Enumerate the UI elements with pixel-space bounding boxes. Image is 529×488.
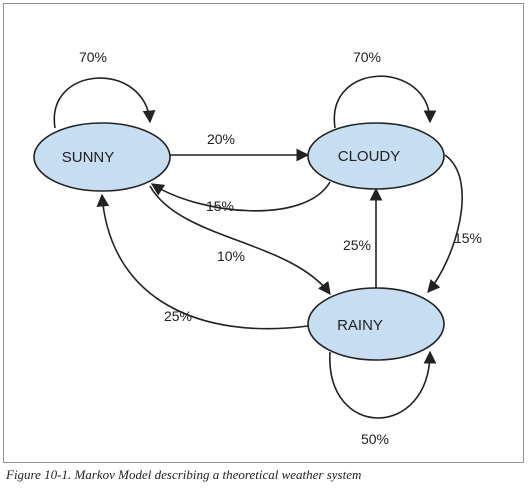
edge-label-cloudy-sunny: 15% bbox=[206, 198, 234, 214]
edge-sunny-sunny bbox=[53, 77, 156, 129]
node-sunny-label: SUNNY bbox=[62, 149, 115, 166]
edge-label-sunny-cloudy: 20% bbox=[207, 131, 235, 147]
edge-rainy-rainy bbox=[329, 350, 437, 419]
node-rainy: RAINY bbox=[307, 287, 445, 361]
figure-caption: Figure 10-1. Markov Model describing a t… bbox=[6, 467, 362, 482]
node-cloudy: CLOUDY bbox=[307, 122, 445, 190]
node-cloudy-label: CLOUDY bbox=[338, 148, 401, 165]
edge-label-rainy-cloudy: 25% bbox=[343, 237, 371, 253]
node-sunny: SUNNY bbox=[33, 122, 171, 192]
edge-label-sunny-sunny: 70% bbox=[79, 49, 107, 65]
edge-cloudy-sunny bbox=[150, 181, 331, 212]
edge-label-cloudy-rainy: 15% bbox=[454, 230, 482, 246]
edge-rainy-sunny bbox=[96, 193, 309, 330]
edge-label-rainy-sunny: 25% bbox=[164, 308, 192, 324]
edge-cloudy-rainy bbox=[427, 154, 463, 293]
edge-sunny-rainy bbox=[149, 185, 331, 296]
node-rainy-label: RAINY bbox=[337, 317, 383, 334]
edge-label-cloudy-cloudy: 70% bbox=[353, 49, 381, 65]
edge-label-sunny-rainy: 10% bbox=[217, 248, 245, 264]
edge-label-rainy-rainy: 50% bbox=[361, 431, 389, 447]
edge-cloudy-cloudy bbox=[333, 75, 437, 129]
